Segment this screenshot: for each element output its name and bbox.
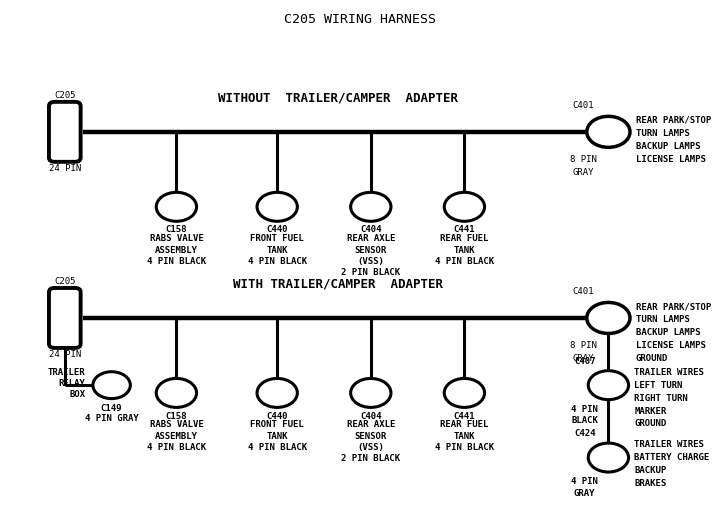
Text: SENSOR: SENSOR xyxy=(355,432,387,440)
Text: 8 PIN: 8 PIN xyxy=(570,341,597,350)
Text: REAR PARK/STOP: REAR PARK/STOP xyxy=(636,116,711,125)
Text: C158: C158 xyxy=(166,412,187,420)
FancyBboxPatch shape xyxy=(49,102,81,162)
Circle shape xyxy=(444,192,485,221)
Text: TANK: TANK xyxy=(454,432,475,440)
Text: C149: C149 xyxy=(101,404,122,413)
Text: TANK: TANK xyxy=(266,432,288,440)
Text: C205: C205 xyxy=(54,277,76,286)
Text: BACKUP LAMPS: BACKUP LAMPS xyxy=(636,142,701,151)
Text: 4 PIN BLACK: 4 PIN BLACK xyxy=(435,443,494,452)
Text: C401: C401 xyxy=(572,287,594,296)
Text: C440: C440 xyxy=(266,225,288,234)
Text: C205 WIRING HARNESS: C205 WIRING HARNESS xyxy=(284,13,436,26)
Text: REAR FUEL: REAR FUEL xyxy=(440,420,489,429)
Text: ASSEMBLY: ASSEMBLY xyxy=(155,432,198,440)
Circle shape xyxy=(587,116,630,147)
Circle shape xyxy=(351,378,391,407)
Text: RELAY: RELAY xyxy=(59,379,86,388)
Text: 4 PIN: 4 PIN xyxy=(571,477,598,486)
Text: GROUND: GROUND xyxy=(634,419,667,429)
Circle shape xyxy=(93,372,130,399)
Text: C404: C404 xyxy=(360,412,382,420)
Text: TURN LAMPS: TURN LAMPS xyxy=(636,315,690,324)
Circle shape xyxy=(587,302,630,333)
Text: (VSS): (VSS) xyxy=(357,257,384,266)
Text: FRONT FUEL: FRONT FUEL xyxy=(251,234,304,243)
Text: TANK: TANK xyxy=(454,246,475,254)
Circle shape xyxy=(156,378,197,407)
Text: 24 PIN: 24 PIN xyxy=(49,164,81,173)
Text: TURN LAMPS: TURN LAMPS xyxy=(636,129,690,138)
Text: 2 PIN BLACK: 2 PIN BLACK xyxy=(341,268,400,277)
Text: GRAY: GRAY xyxy=(572,168,594,177)
Text: C401: C401 xyxy=(572,101,594,110)
Text: REAR AXLE: REAR AXLE xyxy=(346,234,395,243)
Text: REAR PARK/STOP: REAR PARK/STOP xyxy=(636,302,711,311)
Text: C440: C440 xyxy=(266,412,288,420)
Text: MARKER: MARKER xyxy=(634,406,667,416)
Text: LICENSE LAMPS: LICENSE LAMPS xyxy=(636,155,706,164)
Text: TRAILER: TRAILER xyxy=(48,368,86,377)
Text: GROUND: GROUND xyxy=(636,354,668,363)
Text: WITH TRAILER/CAMPER  ADAPTER: WITH TRAILER/CAMPER ADAPTER xyxy=(233,278,444,291)
Text: GRAY: GRAY xyxy=(572,354,594,363)
Text: LEFT TURN: LEFT TURN xyxy=(634,381,683,390)
Text: TRAILER WIRES: TRAILER WIRES xyxy=(634,440,704,449)
Circle shape xyxy=(444,378,485,407)
Text: C441: C441 xyxy=(454,412,475,420)
Circle shape xyxy=(588,371,629,400)
Text: 4 PIN BLACK: 4 PIN BLACK xyxy=(147,257,206,266)
Circle shape xyxy=(156,192,197,221)
Text: BACKUP: BACKUP xyxy=(634,466,667,475)
Text: RIGHT TURN: RIGHT TURN xyxy=(634,393,688,403)
Text: 4 PIN GRAY: 4 PIN GRAY xyxy=(85,414,138,423)
Text: C404: C404 xyxy=(360,225,382,234)
Text: C205: C205 xyxy=(54,91,76,100)
Text: 4 PIN BLACK: 4 PIN BLACK xyxy=(147,443,206,452)
Text: 24 PIN: 24 PIN xyxy=(49,350,81,359)
Text: 4 PIN BLACK: 4 PIN BLACK xyxy=(435,257,494,266)
Circle shape xyxy=(257,378,297,407)
Text: C158: C158 xyxy=(166,225,187,234)
Text: BOX: BOX xyxy=(70,390,86,400)
Text: 4 PIN: 4 PIN xyxy=(571,405,598,414)
Text: RABS VALVE: RABS VALVE xyxy=(150,234,203,243)
Circle shape xyxy=(257,192,297,221)
Text: REAR FUEL: REAR FUEL xyxy=(440,234,489,243)
Text: GRAY: GRAY xyxy=(574,489,595,497)
Text: BACKUP LAMPS: BACKUP LAMPS xyxy=(636,328,701,337)
FancyBboxPatch shape xyxy=(49,288,81,348)
Text: SENSOR: SENSOR xyxy=(355,246,387,254)
Text: (VSS): (VSS) xyxy=(357,443,384,452)
Text: 2 PIN BLACK: 2 PIN BLACK xyxy=(341,454,400,463)
Text: BRAKES: BRAKES xyxy=(634,479,667,488)
Text: BATTERY CHARGE: BATTERY CHARGE xyxy=(634,453,710,462)
Text: 4 PIN BLACK: 4 PIN BLACK xyxy=(248,443,307,452)
Text: C424: C424 xyxy=(574,429,595,438)
Circle shape xyxy=(351,192,391,221)
Text: FRONT FUEL: FRONT FUEL xyxy=(251,420,304,429)
Text: ASSEMBLY: ASSEMBLY xyxy=(155,246,198,254)
Text: LICENSE LAMPS: LICENSE LAMPS xyxy=(636,341,706,350)
Text: TRAILER WIRES: TRAILER WIRES xyxy=(634,368,704,377)
Text: RABS VALVE: RABS VALVE xyxy=(150,420,203,429)
Text: C441: C441 xyxy=(454,225,475,234)
Text: C407: C407 xyxy=(574,357,595,366)
Text: TANK: TANK xyxy=(266,246,288,254)
Text: REAR AXLE: REAR AXLE xyxy=(346,420,395,429)
Text: 8 PIN: 8 PIN xyxy=(570,155,597,164)
Text: WITHOUT  TRAILER/CAMPER  ADAPTER: WITHOUT TRAILER/CAMPER ADAPTER xyxy=(218,92,459,105)
Circle shape xyxy=(588,443,629,472)
Text: 4 PIN BLACK: 4 PIN BLACK xyxy=(248,257,307,266)
Text: BLACK: BLACK xyxy=(571,416,598,425)
